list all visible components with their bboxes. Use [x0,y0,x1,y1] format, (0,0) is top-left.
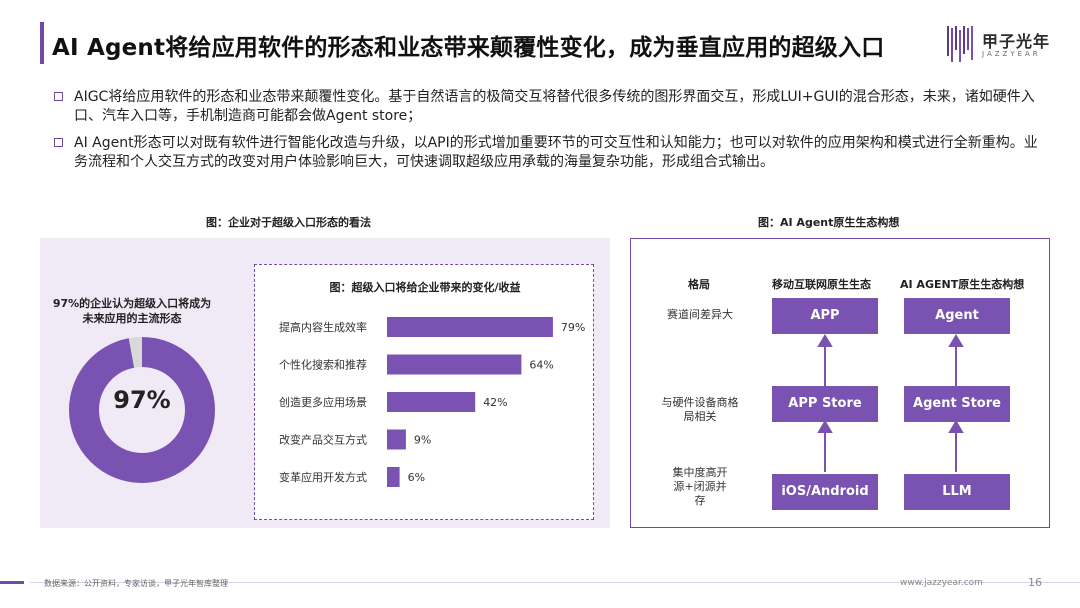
data-source: 数据来源：公开资料，专家访谈，甲子光年智库整理 [44,579,228,588]
eco-header-pattern: 格局 [688,278,710,291]
page-title: AI Agent将给应用软件的形态和业态带来颠覆性变化，成为垂直应用的超级入口 [52,35,885,61]
square-bullet-icon [54,138,63,147]
right-figure-caption: 图：AI Agent原生生态构想 [758,216,900,229]
bullet-text: AI Agent形态可以对既有软件进行智能化改造与升级，以API的形式增加重要环… [74,135,1038,170]
title-accent-bar [40,22,44,64]
bar-value-label: 64% [529,359,553,372]
footer-accent-line [0,581,24,584]
bar-value-label: 79% [561,321,585,334]
bar-chart-panel: 图：超级入口将给企业带来的变化/收益 提高内容生成效率 79% 个性化搜索和推荐 64… [254,264,594,520]
bar [387,429,406,450]
eco-box-llm: LLM [904,474,1010,510]
eco-row-label: 赛道间差异大 [667,308,733,321]
bar-category-label: 个性化搜索和推荐 [279,358,367,372]
logo-subtext: JAZZYEAR [982,50,1041,58]
eco-row-label: 与硬件设备商格局相关 [661,396,739,423]
donut-center-label: 97% [113,386,171,414]
donut-slice-rest [69,337,215,483]
square-bullet-icon [54,92,63,101]
bar [387,354,522,375]
bar [387,392,476,412]
bar-chart: 提高内容生成效率 79% 个性化搜索和推荐 64% 创造更多应用场景 42% 改变产品交互方… [279,317,585,487]
eco-box-agent: Agent [904,298,1010,334]
eco-box-app-store: APP Store [772,386,878,422]
page-number: 16 [1028,576,1042,589]
footer-divider [30,582,1080,583]
logo-text: 甲子光年 [982,32,1051,51]
eco-header-mobile: 移动互联网原生生态 [772,278,871,291]
left-figure-caption: 图：企业对于超级入口形态的看法 [206,216,371,229]
logo-mark-icon [947,26,973,62]
bar-chart-title: 图：超级入口将给企业带来的变化/收益 [329,281,521,294]
bar-category-label: 提高内容生成效率 [279,320,367,334]
eco-row-label: 集中度高开源+闭源并存 [672,466,728,507]
bullet-item: AIGC将给应用软件的形态和业态带来颠覆性变化。基于自然语言的极简交互将替代很多… [52,88,1042,126]
bar-value-label: 42% [483,396,507,409]
bar [387,467,400,487]
eco-box-app: APP [772,298,878,334]
eco-header-agent: AI AGENT原生生态构想 [900,278,1025,291]
eco-box-agent-store: Agent Store [904,386,1010,422]
donut-chart [69,337,215,483]
bullet-item: AI Agent形态可以对既有软件进行智能化改造与升级，以API的形式增加重要环… [52,134,1042,172]
bar-category-label: 改变产品交互方式 [279,433,367,447]
bar [387,317,553,337]
site-url[interactable]: www.jazzyear.com [900,578,983,588]
bar-value-label: 9% [414,434,431,447]
bar-value-label: 6% [408,471,425,484]
jazzyear-logo: 甲子光年 JAZZYEAR [946,22,1066,68]
bullet-list: AIGC将给应用软件的形态和业态带来颠覆性变化。基于自然语言的极简交互将替代很多… [52,88,1042,180]
eco-box-ios-android: iOS/Android [772,474,878,510]
donut-caption: 97%的企业认为超级入口将成为未来应用的主流形态 [52,297,212,325]
bar-category-label: 变革应用开发方式 [279,470,367,484]
bar-category-label: 创造更多应用场景 [279,395,367,409]
bullet-text: AIGC将给应用软件的形态和业态带来颠覆性变化。基于自然语言的极简交互将替代很多… [74,89,1035,124]
